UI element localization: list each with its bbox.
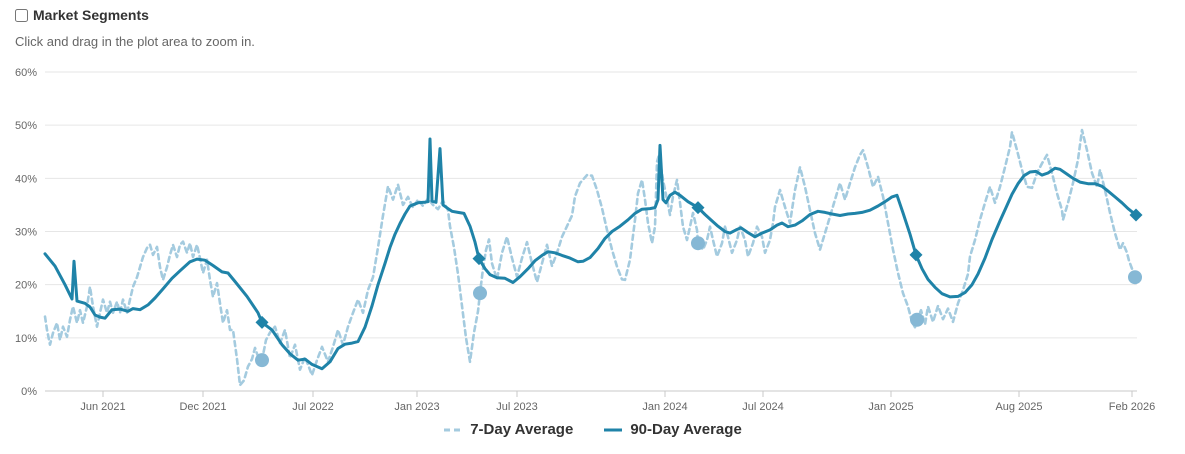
data-point-marker[interactable]	[1129, 208, 1143, 222]
y-axis: 0% 10% 20% 30% 40% 50% 60%	[15, 67, 1137, 398]
x-tick-label: Feb 2026	[1109, 401, 1155, 413]
y-tick-label: 60%	[15, 67, 37, 79]
data-point-marker[interactable]	[473, 286, 487, 301]
x-tick-label: Jul 2024	[742, 401, 784, 413]
x-tick-label: Jul 2023	[496, 401, 538, 413]
market-segments-checkbox[interactable]	[15, 8, 28, 22]
chart-header: Market Segments	[15, 7, 149, 23]
data-point-marker[interactable]	[255, 315, 269, 329]
x-tick-label: Dec 2021	[179, 401, 226, 413]
x-tick-label: Jan 2023	[394, 401, 439, 413]
data-point-marker[interactable]	[909, 248, 923, 262]
data-point-marker[interactable]	[691, 236, 705, 251]
legend: 7-Day Average 90-Day Average	[0, 421, 1185, 438]
y-tick-label: 40%	[15, 173, 37, 185]
legend-item-7-day-average[interactable]: 7-Day Average	[443, 421, 573, 438]
data-point-marker[interactable]	[691, 201, 705, 215]
series-line-90-day-average	[43, 137, 1138, 371]
7-day-average-line-icon	[444, 428, 463, 431]
series-line-7-day-average	[43, 128, 1137, 387]
data-point-marker[interactable]	[472, 252, 486, 266]
y-tick-label: 20%	[15, 280, 37, 292]
y-tick-label: 10%	[15, 333, 37, 345]
legend-label: 7-Day Average	[470, 421, 574, 438]
x-tick-label: Jun 2021	[80, 401, 125, 413]
data-point-marker[interactable]	[1128, 270, 1142, 285]
x-tick-label: Jan 2025	[868, 401, 913, 413]
chart-subtitle: Click and drag in the plot area to zoom …	[15, 34, 255, 49]
x-axis: Jun 2021 Dec 2021 Jul 2022 Jan 2023 Jul 2023…	[45, 390, 1155, 413]
y-tick-label: 0%	[21, 386, 37, 398]
legend-item-90-day-average[interactable]: 90-Day Average	[603, 421, 742, 438]
chart-title: Market Segments	[33, 7, 149, 23]
y-tick-label: 50%	[15, 120, 37, 132]
plot-area[interactable]	[45, 58, 1137, 391]
90-day-average-line-icon	[604, 428, 623, 431]
x-tick-label: Aug 2025	[995, 401, 1042, 413]
series-markers-90-day-average	[255, 201, 1143, 329]
x-tick-label: Jan 2024	[642, 401, 687, 413]
series-markers-7-day-average	[255, 236, 1142, 368]
y-tick-label: 30%	[15, 227, 37, 239]
x-tick-label: Jul 2022	[292, 401, 334, 413]
data-point-marker[interactable]	[910, 312, 924, 327]
data-point-marker[interactable]	[255, 353, 269, 368]
legend-label: 90-Day Average	[630, 421, 742, 438]
